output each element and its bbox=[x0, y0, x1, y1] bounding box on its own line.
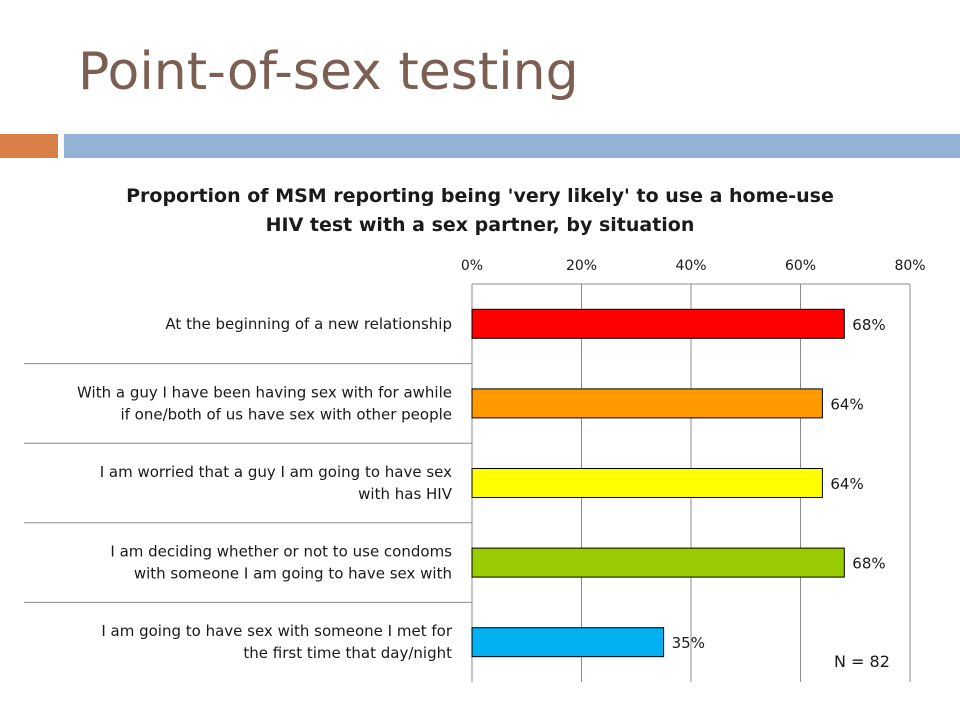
x-tick-label: 20% bbox=[566, 258, 597, 274]
accent-bar-blue bbox=[64, 134, 960, 158]
category-label: I am worried that a guy I am going to ha… bbox=[100, 463, 452, 481]
slide-title: Point-of-sex testing bbox=[78, 42, 579, 102]
x-tick-label: 0% bbox=[461, 258, 483, 274]
category-label: I am going to have sex with someone I me… bbox=[101, 622, 452, 640]
category-label: with has HIV bbox=[358, 485, 453, 503]
data-label: 68% bbox=[852, 316, 885, 334]
data-label: 35% bbox=[672, 634, 705, 652]
data-label: 64% bbox=[830, 475, 863, 493]
category-label: if one/both of us have sex with other pe… bbox=[120, 405, 452, 423]
bar bbox=[471, 308, 845, 339]
chart-title: Proportion of MSM reporting being 'very … bbox=[110, 182, 850, 240]
category-label: At the beginning of a new relationship bbox=[165, 315, 452, 333]
chart-title-line-1: Proportion of MSM reporting being 'very … bbox=[126, 185, 834, 207]
accent-bar-orange bbox=[0, 134, 58, 158]
category-label: with someone I am going to have sex with bbox=[134, 565, 452, 583]
sample-size-annotation: N = 82 bbox=[834, 652, 890, 671]
data-label: 64% bbox=[830, 395, 863, 413]
data-label: 68% bbox=[852, 555, 885, 573]
chart-title-line-2: HIV test with a sex partner, by situatio… bbox=[265, 214, 695, 236]
x-tick-label: 80% bbox=[894, 258, 925, 274]
category-label: I am deciding whether or not to use cond… bbox=[110, 543, 452, 561]
bar bbox=[471, 388, 823, 419]
bar bbox=[471, 627, 665, 658]
bar bbox=[471, 547, 845, 578]
x-tick-label: 40% bbox=[675, 258, 706, 274]
bar bbox=[471, 468, 823, 498]
x-tick-label: 60% bbox=[785, 258, 816, 274]
category-label: the first time that day/night bbox=[243, 644, 452, 662]
category-label: With a guy I have been having sex with f… bbox=[77, 383, 452, 401]
